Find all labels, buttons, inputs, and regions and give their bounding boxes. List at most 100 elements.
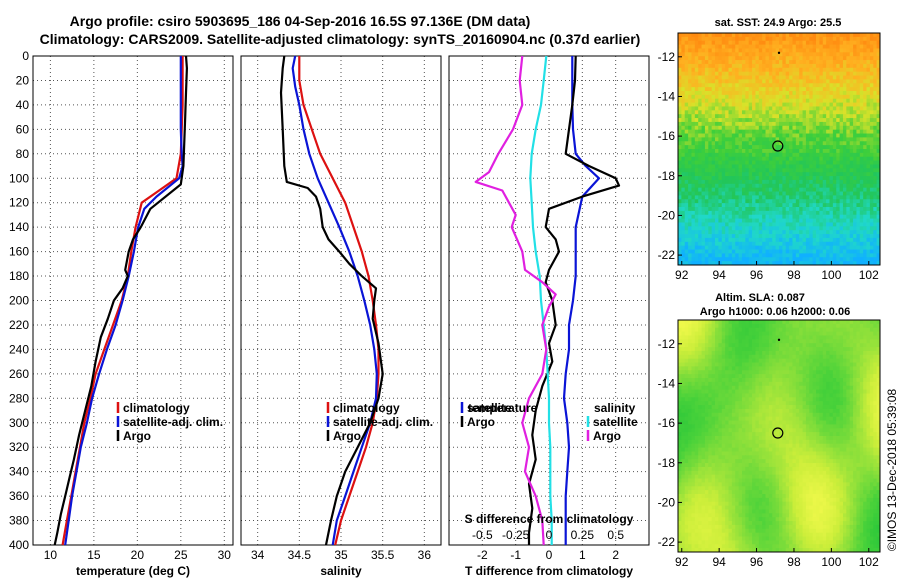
map-cell <box>785 214 790 219</box>
map-cell <box>704 331 709 336</box>
map-cell <box>738 374 743 379</box>
map-cell <box>832 366 837 371</box>
map-cell <box>792 350 797 356</box>
map-cell <box>704 327 709 332</box>
map-cell <box>805 33 810 38</box>
map-cell <box>748 110 753 115</box>
map-cell <box>765 253 770 258</box>
map-cell <box>839 137 844 142</box>
map-cell <box>684 234 689 239</box>
map-cell <box>684 237 689 243</box>
map-cell <box>866 370 871 375</box>
map-cell <box>741 75 746 80</box>
map-cell <box>691 261 696 266</box>
map-cell <box>755 320 760 325</box>
map-cell <box>789 253 793 258</box>
map-cell <box>795 210 800 216</box>
map-cell <box>839 172 844 177</box>
map-cell <box>694 218 699 223</box>
map-cell <box>869 75 874 80</box>
map-cell <box>876 60 881 65</box>
map-cell <box>762 179 766 185</box>
map-cell <box>721 176 726 181</box>
map-cell <box>839 378 844 383</box>
map-cell <box>772 114 777 119</box>
map-cell <box>799 48 803 53</box>
map-cell <box>725 129 729 134</box>
map-cell <box>799 218 803 223</box>
map-cell <box>779 137 783 142</box>
map-cell <box>866 323 871 329</box>
map-cell <box>701 172 706 177</box>
map-cell <box>809 370 814 375</box>
map-cell <box>741 249 746 254</box>
map-cell <box>721 358 726 363</box>
map-cell <box>849 114 854 119</box>
map-cell <box>876 241 881 247</box>
map-cell <box>836 323 840 329</box>
map-cell <box>701 374 706 379</box>
map-cell <box>812 378 817 383</box>
map-cell <box>711 164 716 169</box>
map-cell <box>863 98 867 103</box>
map-cell <box>745 331 750 336</box>
map-cell <box>748 71 753 76</box>
map-cell <box>809 203 814 208</box>
map-cell <box>839 121 844 127</box>
map-cell <box>782 358 787 363</box>
map-cell <box>812 199 817 204</box>
map-cell <box>822 226 827 231</box>
map-cell <box>718 191 723 196</box>
map-cell <box>859 222 864 227</box>
map-cell <box>688 91 692 96</box>
map-cell <box>782 366 787 371</box>
map-cell <box>691 91 696 96</box>
map-cell <box>802 121 807 127</box>
map-cell <box>752 172 756 177</box>
map-cell <box>758 323 763 329</box>
map-cell <box>688 133 692 138</box>
map-cell <box>853 67 857 73</box>
map-cell <box>752 214 756 219</box>
map-cell <box>812 230 817 235</box>
map-cell <box>711 110 716 115</box>
map-cell <box>701 354 706 360</box>
map-cell <box>832 110 837 115</box>
map-cell <box>681 133 686 138</box>
map-cell <box>816 261 820 266</box>
map-cell <box>869 253 874 258</box>
map-cell <box>856 60 861 65</box>
map-cell <box>792 94 797 100</box>
map-cell <box>866 79 871 84</box>
map-cell <box>758 133 763 138</box>
map-cell <box>789 60 793 65</box>
map-cell <box>842 245 847 250</box>
map-cell <box>846 226 851 231</box>
map-cell <box>755 241 760 247</box>
map-cell <box>812 226 817 231</box>
map-cell <box>715 94 719 100</box>
map-cell <box>721 366 726 371</box>
map-cell <box>826 52 830 57</box>
map-cell <box>758 191 763 196</box>
map-cell <box>856 358 861 363</box>
map-cell <box>681 362 686 367</box>
map-cell <box>816 176 820 181</box>
map-cell <box>785 168 790 173</box>
map-cell <box>819 114 824 119</box>
map-cell <box>863 389 867 394</box>
map-cell <box>735 160 739 165</box>
temperature-series-line <box>53 55 188 546</box>
map-cell <box>708 393 713 398</box>
map-cell <box>678 102 682 107</box>
map-cell <box>822 358 827 363</box>
map-cell <box>856 56 861 61</box>
map-cell <box>779 249 783 254</box>
map-cell <box>839 125 844 131</box>
map-cell <box>809 149 814 154</box>
map-cell <box>721 389 726 394</box>
map-cell <box>829 257 834 262</box>
map-cell <box>805 253 810 258</box>
map-cell <box>678 152 682 158</box>
map-cell <box>846 91 851 96</box>
